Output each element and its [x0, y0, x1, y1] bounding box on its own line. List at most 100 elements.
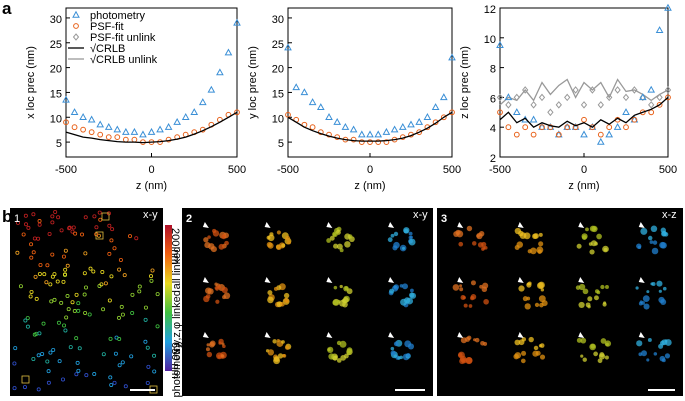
- structure: [82, 271, 87, 276]
- circle-marker: [539, 124, 545, 131]
- triangle-marker: [113, 125, 122, 133]
- structure: [539, 302, 544, 308]
- arrowhead: [264, 277, 271, 283]
- structure: [636, 340, 643, 347]
- diamond-marker: [664, 86, 672, 94]
- arrowhead: [202, 332, 209, 338]
- structure: [75, 360, 80, 365]
- structure: [267, 290, 273, 296]
- structure: [473, 338, 477, 342]
- circle-marker: [656, 101, 663, 108]
- structure: [108, 375, 113, 380]
- circle-marker: [88, 129, 95, 136]
- diamond-marker: [547, 108, 554, 117]
- structure: [37, 222, 42, 227]
- structure: [152, 353, 157, 358]
- structure: [51, 347, 56, 352]
- structure: [593, 351, 599, 357]
- structure: [283, 297, 289, 303]
- legend-label: PSF-fit: [90, 21, 124, 33]
- structure: [519, 232, 527, 239]
- structure: [649, 240, 654, 244]
- structure: [660, 299, 667, 306]
- structure: [539, 354, 546, 360]
- triangle-marker: [333, 118, 342, 125]
- structure: [476, 232, 483, 240]
- legend-label: photometry: [90, 10, 146, 22]
- structure: [223, 292, 231, 300]
- structure: [215, 299, 220, 304]
- triangle-marker: [70, 108, 79, 115]
- structure: [80, 232, 85, 237]
- structure: [212, 230, 220, 237]
- structure: [110, 227, 115, 232]
- circle-marker: [547, 124, 554, 131]
- triangle-marker: [382, 127, 391, 135]
- roi-box: [21, 375, 30, 384]
- structure: [576, 243, 582, 249]
- triangle-marker: [647, 85, 656, 93]
- x-tick-label: -500: [489, 164, 511, 176]
- structure: [32, 332, 37, 337]
- structure: [336, 243, 343, 250]
- structure: [276, 244, 282, 251]
- triangle-marker: [325, 113, 333, 120]
- structure: [60, 377, 65, 382]
- structure: [63, 267, 68, 272]
- triangle-marker: [366, 130, 374, 138]
- x-tick-label: -500: [55, 164, 77, 176]
- structure: [101, 352, 106, 357]
- triangle-marker: [613, 122, 622, 130]
- structure: [646, 290, 650, 294]
- arrowhead: [202, 277, 209, 283]
- image-panel: [437, 208, 683, 396]
- triangle-marker: [156, 125, 164, 133]
- structure: [585, 227, 589, 232]
- triangle-marker: [224, 48, 233, 56]
- structure: [514, 339, 521, 346]
- circle-marker: [105, 134, 112, 141]
- structure: [638, 352, 643, 357]
- structure: [659, 340, 665, 346]
- circle-marker: [114, 134, 121, 141]
- structure: [203, 237, 209, 243]
- y-axis-label: y loc prec (nm): [247, 46, 259, 119]
- structure: [516, 241, 524, 248]
- structure: [23, 318, 28, 323]
- circle-marker: [497, 109, 503, 116]
- structure: [84, 373, 89, 378]
- row-label: x,y,z,φ linked: [171, 290, 183, 354]
- structure: [582, 357, 587, 362]
- structure: [646, 358, 650, 362]
- structure: [393, 284, 400, 290]
- structure: [402, 246, 406, 250]
- triangle-marker: [415, 118, 424, 125]
- structure: [118, 258, 123, 263]
- y-axis-label: x loc prec (nm): [25, 46, 37, 119]
- triangle-marker: [423, 113, 432, 120]
- circle-marker: [665, 94, 671, 101]
- structure: [269, 232, 274, 237]
- image-panel: [10, 208, 163, 396]
- triangle-marker: [374, 130, 383, 138]
- structure: [521, 350, 527, 356]
- structure: [528, 336, 534, 343]
- structure: [113, 351, 118, 356]
- line-series: [499, 78, 669, 106]
- structure: [332, 232, 337, 237]
- diamond-marker: [572, 86, 579, 94]
- circle-marker: [449, 109, 455, 116]
- circle-marker: [71, 124, 78, 131]
- legend-label: √CRLB: [90, 43, 125, 55]
- structure: [393, 231, 399, 237]
- structure: [635, 286, 639, 290]
- y-tick-label: 15: [272, 88, 284, 100]
- y-tick-label: 8: [490, 64, 496, 76]
- structure: [466, 225, 473, 232]
- structure: [406, 353, 411, 358]
- structure: [459, 284, 463, 288]
- structure: [273, 356, 280, 362]
- structure: [217, 285, 222, 289]
- structure: [581, 235, 587, 240]
- structure: [605, 284, 609, 289]
